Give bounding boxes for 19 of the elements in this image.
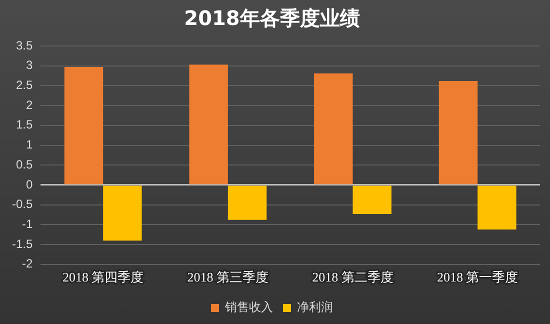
y-tick-label: -1 [22,217,33,232]
y-tick-label: 1 [26,138,33,152]
y-tick-label: -0.5 [12,197,33,212]
y-tick-label: 3.5 [16,38,33,52]
y-tick-label: 0 [26,177,33,192]
chart-title: 2018年各季度业绩 [184,6,360,30]
x-tick-label: 2018 第四季度 [62,270,144,285]
x-tick-label: 2018 第三季度 [187,270,269,285]
y-tick-label: -2 [22,256,33,271]
legend-label: 销售收入 [224,300,273,314]
x-tick-label: 2018 第一季度 [436,270,518,285]
y-tick-label: 0.5 [16,157,33,172]
legend-label: 净利润 [297,300,333,314]
y-tick-label: 3 [26,58,33,72]
x-tick-label: 2018 第二季度 [312,270,394,285]
y-tick-label: -1.5 [12,236,33,251]
y-tick-label: 2 [26,98,33,112]
y-tick-label: 1.5 [16,118,33,132]
y-tick-label: 2.5 [16,78,33,92]
